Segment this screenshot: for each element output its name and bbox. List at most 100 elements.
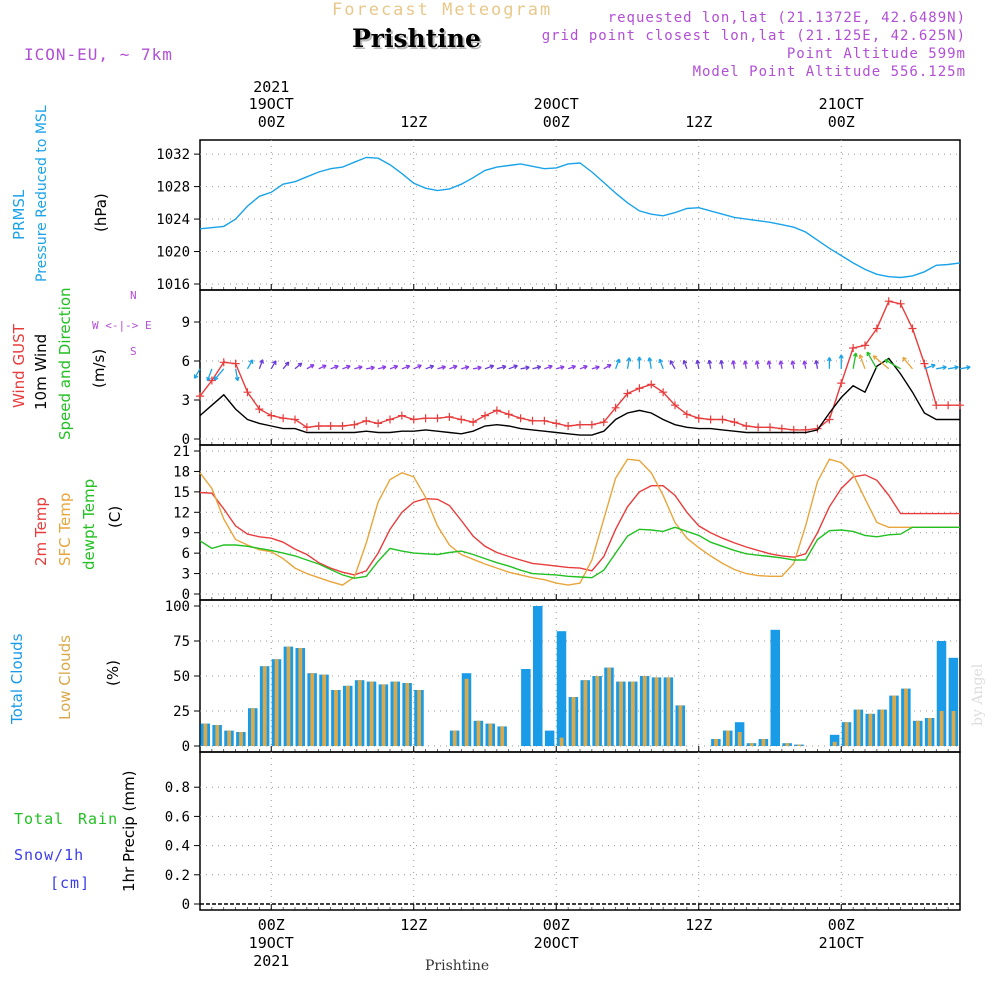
wind-arrow <box>496 365 507 370</box>
bar-total-clouds <box>936 641 947 746</box>
wind-arrowhead <box>193 374 199 379</box>
bar-low-clouds <box>868 713 873 746</box>
top-time-label: 12Z <box>400 113 427 131</box>
gust-marker <box>587 420 596 429</box>
bar-low-clouds <box>844 722 849 746</box>
compass-north: N <box>130 289 137 302</box>
wind-arrowhead <box>536 365 542 370</box>
bar-total-clouds <box>556 631 567 746</box>
gust-marker <box>397 411 406 420</box>
bottom-time-label: 12Z <box>685 916 712 934</box>
top-time-label: 21OCT <box>819 95 864 113</box>
wind-arrowhead <box>778 360 784 365</box>
gust-marker <box>231 359 240 368</box>
wind-arrowhead <box>513 364 518 370</box>
y-tick-label: 1032 <box>156 147 190 163</box>
y-tick-label: 1024 <box>156 212 190 228</box>
gust-marker <box>647 380 656 389</box>
point-altitude: Point Altitude 599m <box>786 46 966 62</box>
wind-arrowhead <box>429 364 435 370</box>
wind-arrowhead <box>358 365 363 370</box>
y-tick-label: 3 <box>182 393 190 409</box>
gust-marker <box>742 422 751 430</box>
wind-arrowhead <box>682 359 688 365</box>
wind-arrowhead <box>872 355 878 360</box>
bar-low-clouds <box>785 743 790 746</box>
y-tick-label: 15 <box>173 485 190 501</box>
gust-marker <box>932 401 941 410</box>
bar-low-clouds <box>298 648 303 746</box>
wind-arrowhead <box>417 364 422 369</box>
wind-arrow <box>258 359 264 370</box>
y-tick-label: 50 <box>173 669 190 685</box>
gust-marker <box>421 414 430 423</box>
bar-total-clouds <box>829 734 840 746</box>
top-time-label: 00Z <box>828 113 855 131</box>
gust-marker <box>255 405 264 414</box>
wind-arrowhead <box>742 360 748 365</box>
y-tick-label: 9 <box>182 315 190 331</box>
bar-total-clouds <box>533 606 543 746</box>
gridpoint-coords: grid point closest lon,lat (21.125E, 42.… <box>541 28 966 44</box>
wind-arrowhead <box>647 357 653 362</box>
wind-arrow <box>603 364 612 370</box>
gust-marker <box>564 422 573 430</box>
gust-marker <box>896 299 905 308</box>
top-time-label: 00Z <box>543 113 570 131</box>
wind-arrow <box>413 364 422 370</box>
wind-arrow <box>532 365 541 370</box>
wind-arrowhead <box>615 358 621 364</box>
wind-arrowhead <box>802 360 808 365</box>
wind-arrowhead <box>838 354 844 359</box>
bar-low-clouds <box>927 718 932 746</box>
gust-marker <box>409 415 418 424</box>
gust-marker <box>196 392 204 401</box>
bar-low-clouds <box>559 737 564 746</box>
footer-station: Prishtine <box>425 958 490 974</box>
bar-low-clouds <box>357 680 362 746</box>
wind-arrowhead <box>272 360 277 365</box>
bottom-time-label: 00Z <box>543 916 570 934</box>
wind-arrow <box>720 360 724 369</box>
bar-low-clouds <box>666 677 671 746</box>
wind-arrow <box>948 366 959 370</box>
gust-marker <box>813 424 822 433</box>
panel-0: 1016 1020 1024 1028 1032 <box>156 139 961 293</box>
wind-arrow <box>884 359 901 370</box>
wind-arrowhead <box>595 365 600 371</box>
gust-marker <box>504 410 513 419</box>
wind-arrow <box>852 352 857 369</box>
snow-label: Snow/1h <box>14 846 85 864</box>
wind-arrow <box>924 364 936 370</box>
wind-arrow <box>437 366 446 370</box>
gust-marker <box>884 297 893 306</box>
wind-arrowhead <box>381 365 387 370</box>
bottom-time-label: 12Z <box>400 916 427 934</box>
requested-coords: requested lon,lat (21.1372E, 42.6489N) <box>607 10 966 26</box>
bar-low-clouds <box>452 730 457 746</box>
gust-marker <box>291 415 299 424</box>
gust-marker <box>267 411 276 420</box>
wind-arrowhead <box>669 360 675 365</box>
wind-arrowhead <box>346 364 351 370</box>
y-tick-label: 25 <box>173 704 190 720</box>
wind-arrow <box>193 368 201 379</box>
wind-arrowhead <box>583 364 588 370</box>
y-tick-label: 0.6 <box>165 809 190 825</box>
gust-marker <box>516 414 525 423</box>
bar-low-clouds <box>904 688 908 746</box>
compass-south: S <box>130 345 137 358</box>
wind-arrowhead <box>626 357 632 362</box>
gust-marker <box>754 423 763 432</box>
wind-arrowhead <box>731 360 736 365</box>
y-tick-label: 0 <box>182 432 190 448</box>
wind-arrowhead <box>954 365 959 371</box>
wind-arrow <box>206 368 213 381</box>
wind-arrowhead <box>719 359 725 365</box>
gust-marker <box>682 410 691 419</box>
bottom-time-label: 20OCT <box>534 934 579 952</box>
gust-marker <box>386 415 394 424</box>
wind-arrowhead <box>942 365 947 371</box>
panel-4: 0 0.2 0.4 0.6 0.8 <box>165 751 961 913</box>
wind-arrowhead <box>234 376 240 382</box>
